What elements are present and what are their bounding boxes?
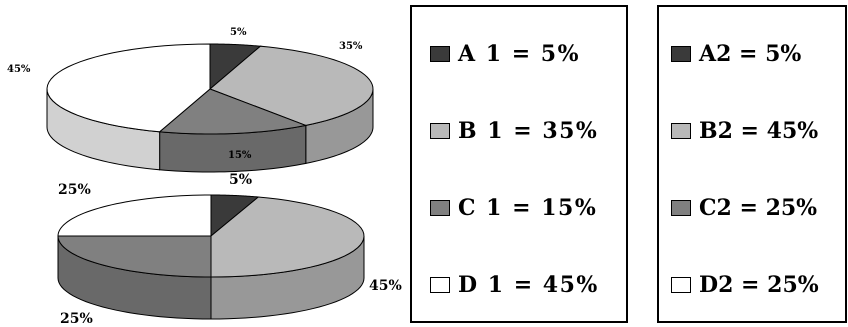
pie2-slice-d bbox=[57, 194, 212, 237]
legend2-item-d: D2 = 25% bbox=[671, 272, 819, 298]
legend1-label-d: D 1 = 45% bbox=[458, 272, 599, 298]
legend2-label-c: C2 = 25% bbox=[699, 195, 818, 221]
legend1-label-c: C 1 = 15% bbox=[458, 195, 598, 221]
legend2-label-b: B2 = 45% bbox=[699, 118, 819, 144]
legend1-swatch-c bbox=[430, 200, 450, 216]
legend2-swatch-d bbox=[671, 277, 691, 293]
legend1-item-c: C 1 = 15% bbox=[430, 195, 597, 221]
legend2-swatch-b bbox=[671, 123, 691, 139]
legend1-item-a: A 1 = 5% bbox=[430, 41, 580, 67]
legend-series-1: A 1 = 5% B 1 = 35% C 1 = 15% D 1 = 45% bbox=[410, 5, 628, 323]
legend1-swatch-a bbox=[430, 46, 450, 62]
legend1-label-a: A 1 = 5% bbox=[458, 41, 580, 67]
pie-charts bbox=[46, 43, 374, 320]
legend1-label-b: B 1 = 35% bbox=[458, 118, 599, 144]
pie2-label-c: 25% bbox=[60, 311, 93, 327]
pie1-slice-d bbox=[46, 43, 211, 133]
pie2-slice-b bbox=[210, 196, 365, 278]
legend2-label-a: A2 = 5% bbox=[699, 41, 802, 67]
legend2-item-c: C2 = 25% bbox=[671, 195, 817, 221]
pie2-label-b: 45% bbox=[369, 278, 402, 294]
legend1-item-b: B 1 = 35% bbox=[430, 118, 598, 144]
legend-series-2: A2 = 5% B2 = 45% C2 = 25% D2 = 25% bbox=[657, 5, 847, 323]
legend1-item-d: D 1 = 45% bbox=[430, 272, 599, 298]
pie2-label-d: 25% bbox=[58, 182, 91, 198]
pie1-label-a: 5% bbox=[230, 27, 247, 38]
pie1-slice-c bbox=[158, 88, 308, 135]
legend2-item-a: A2 = 5% bbox=[671, 41, 801, 67]
legend2-swatch-c bbox=[671, 200, 691, 216]
legend1-swatch-d bbox=[430, 277, 450, 293]
pie2-slice-c bbox=[57, 235, 212, 278]
pie1-slice-b bbox=[209, 45, 374, 126]
legend1-swatch-b bbox=[430, 123, 450, 139]
legend2-label-d: D2 = 25% bbox=[699, 272, 819, 298]
pie1-label-d: 45% bbox=[7, 64, 31, 75]
pie1-label-b: 35% bbox=[339, 41, 363, 52]
pie1-label-c: 15% bbox=[228, 150, 252, 161]
legend2-swatch-a bbox=[671, 46, 691, 62]
legend2-item-b: B2 = 45% bbox=[671, 118, 818, 144]
pie2-label-a: 5% bbox=[229, 172, 253, 188]
